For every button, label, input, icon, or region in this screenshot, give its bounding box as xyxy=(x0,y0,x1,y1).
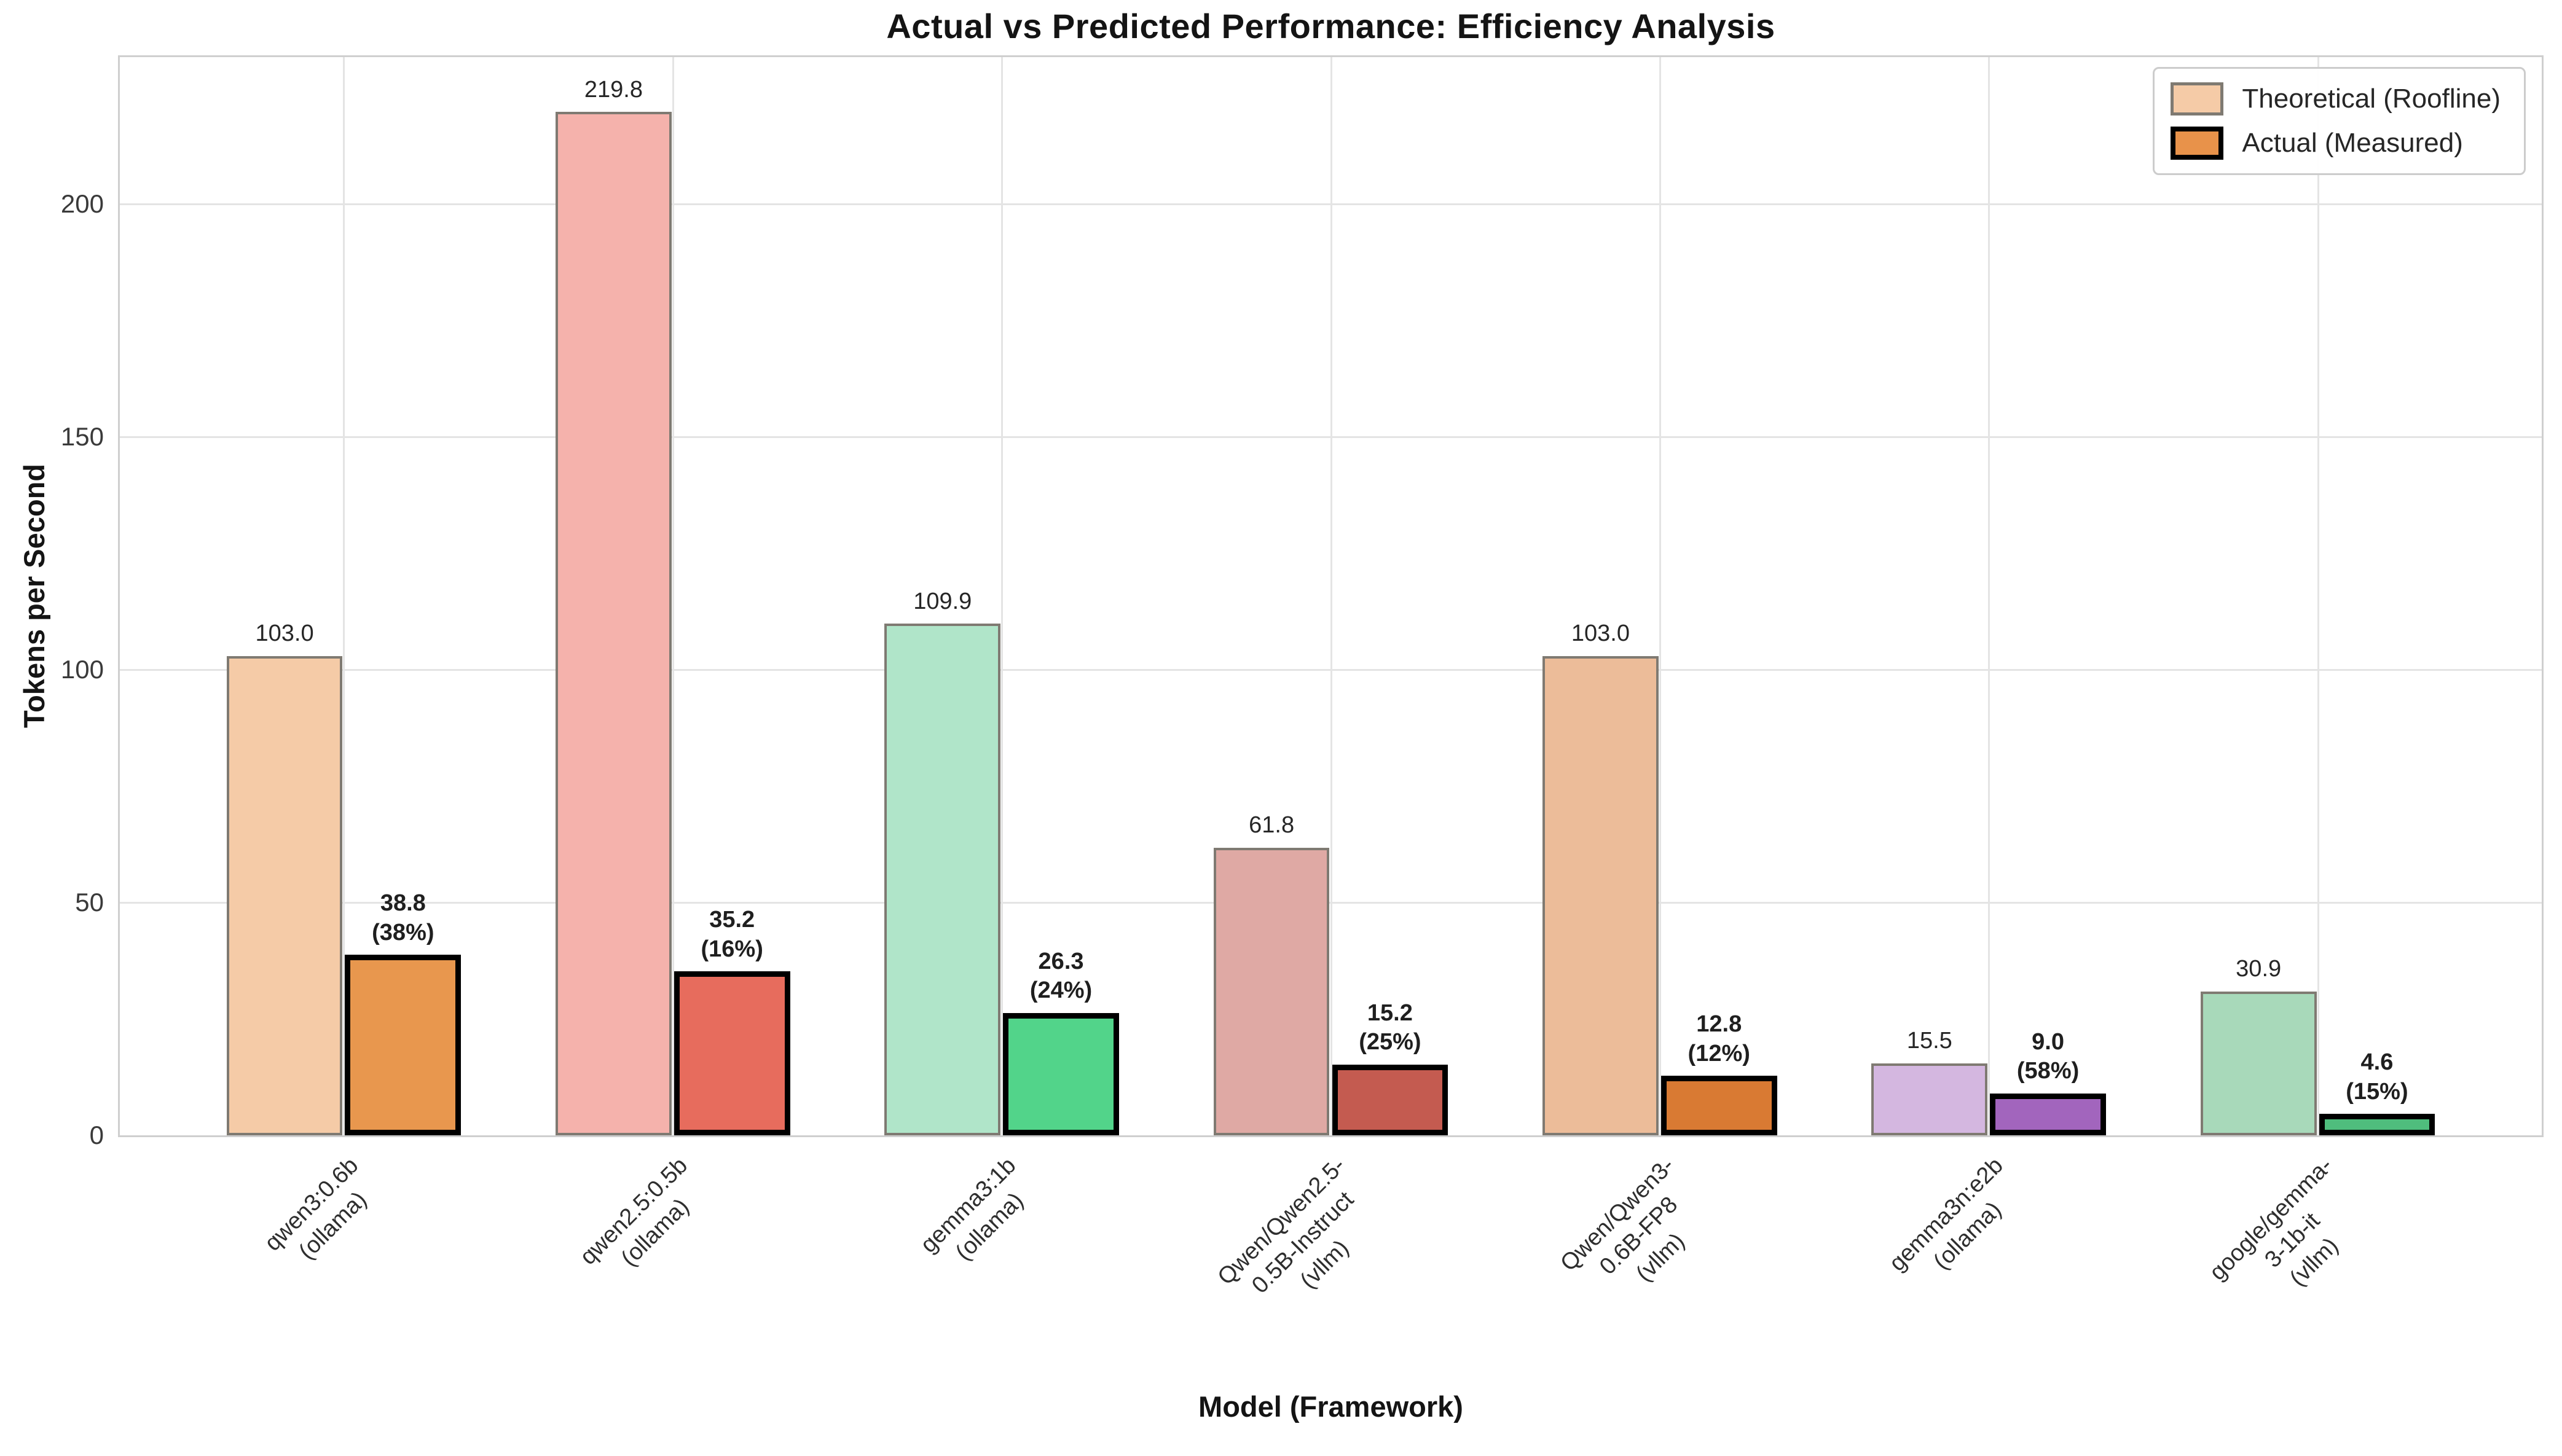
v-gridline xyxy=(672,57,674,1135)
legend-label-actual: Actual (Measured) xyxy=(2242,128,2463,158)
y-tick-label: 200 xyxy=(60,189,104,219)
theoretical-bar xyxy=(884,624,1001,1135)
x-tick-label: gemma3:1b (ollama) xyxy=(916,1153,1029,1266)
v-gridline xyxy=(1659,57,1661,1135)
actual-bar xyxy=(1660,1076,1777,1135)
actual-bar xyxy=(1332,1064,1448,1135)
x-tick-label: Qwen/Qwen2.5-0.5B-Instruct (vllm) xyxy=(1212,1153,1359,1299)
actual-value-label: 26.3 (24%) xyxy=(1029,948,1093,1004)
chart-title: Actual vs Predicted Performance: Efficie… xyxy=(886,7,1775,45)
theoretical-value-label: 15.5 xyxy=(1906,1028,1952,1054)
plot-area: Theoretical (Roofline) Actual (Measured)… xyxy=(61,55,2544,1299)
actual-value-label: 9.0 (58%) xyxy=(2016,1028,2080,1084)
actual-bar xyxy=(2319,1114,2435,1135)
v-gridline xyxy=(1988,57,1990,1135)
v-gridline xyxy=(1330,57,1332,1135)
x-axis-title: Model (Framework) xyxy=(1198,1390,1463,1423)
y-tick-label: 100 xyxy=(60,655,104,684)
v-gridline xyxy=(343,57,345,1135)
actual-value-label: 12.8 (12%) xyxy=(1688,1011,1750,1067)
legend-item-theoretical: Theoretical (Roofline) xyxy=(2171,82,2501,115)
x-tick-label: gemma3n:e2b (ollama) xyxy=(1884,1153,2009,1277)
legend-item-actual: Actual (Measured) xyxy=(2171,127,2501,160)
x-tick-label: google/gemma-3-1b-it (vllm) xyxy=(2204,1153,2343,1291)
legend-label-theoretical: Theoretical (Roofline) xyxy=(2242,84,2501,114)
y-tick-label: 50 xyxy=(75,888,104,917)
legend-box: Theoretical (Roofline) Actual (Measured) xyxy=(2153,67,2526,175)
x-tick-label: qwen3:0.6b (ollama) xyxy=(259,1153,372,1265)
actual-swatch-icon xyxy=(2171,127,2224,160)
actual-bar xyxy=(1990,1093,2106,1135)
theoretical-swatch-icon xyxy=(2171,82,2224,115)
v-gridline xyxy=(2317,57,2319,1135)
theoretical-bar xyxy=(1542,656,1659,1135)
actual-value-label: 15.2 (25%) xyxy=(1359,1000,1421,1055)
theoretical-bar xyxy=(1871,1063,1988,1135)
y-tick-label: 150 xyxy=(60,422,104,452)
x-tick-label: Qwen/Qwen3-0.6B-FP8 (vllm) xyxy=(1555,1153,1690,1287)
x-tick-label: qwen2.5:0.5b (ollama) xyxy=(575,1153,694,1272)
y-axis-title: Tokens per Second xyxy=(18,463,50,729)
theoretical-bar xyxy=(556,112,672,1135)
theoretical-value-label: 103.0 xyxy=(1571,620,1630,646)
actual-value-label: 38.8 (38%) xyxy=(372,890,434,945)
theoretical-value-label: 219.8 xyxy=(584,76,643,103)
theoretical-value-label: 109.9 xyxy=(913,588,972,614)
actual-bar xyxy=(674,971,790,1135)
theoretical-value-label: 30.9 xyxy=(2236,956,2282,982)
v-gridline xyxy=(1001,57,1004,1135)
actual-value-label: 35.2 (16%) xyxy=(701,907,763,962)
y-tick-label: 0 xyxy=(89,1121,104,1149)
actual-bar xyxy=(345,955,462,1135)
theoretical-value-label: 103.0 xyxy=(255,620,314,646)
actual-bar xyxy=(1003,1012,1119,1135)
actual-value-label: 4.6 (15%) xyxy=(2346,1049,2408,1105)
theoretical-bar xyxy=(1213,847,1330,1135)
theoretical-bar xyxy=(2200,991,2317,1135)
theoretical-value-label: 61.8 xyxy=(1249,812,1295,839)
theoretical-bar xyxy=(226,656,343,1135)
